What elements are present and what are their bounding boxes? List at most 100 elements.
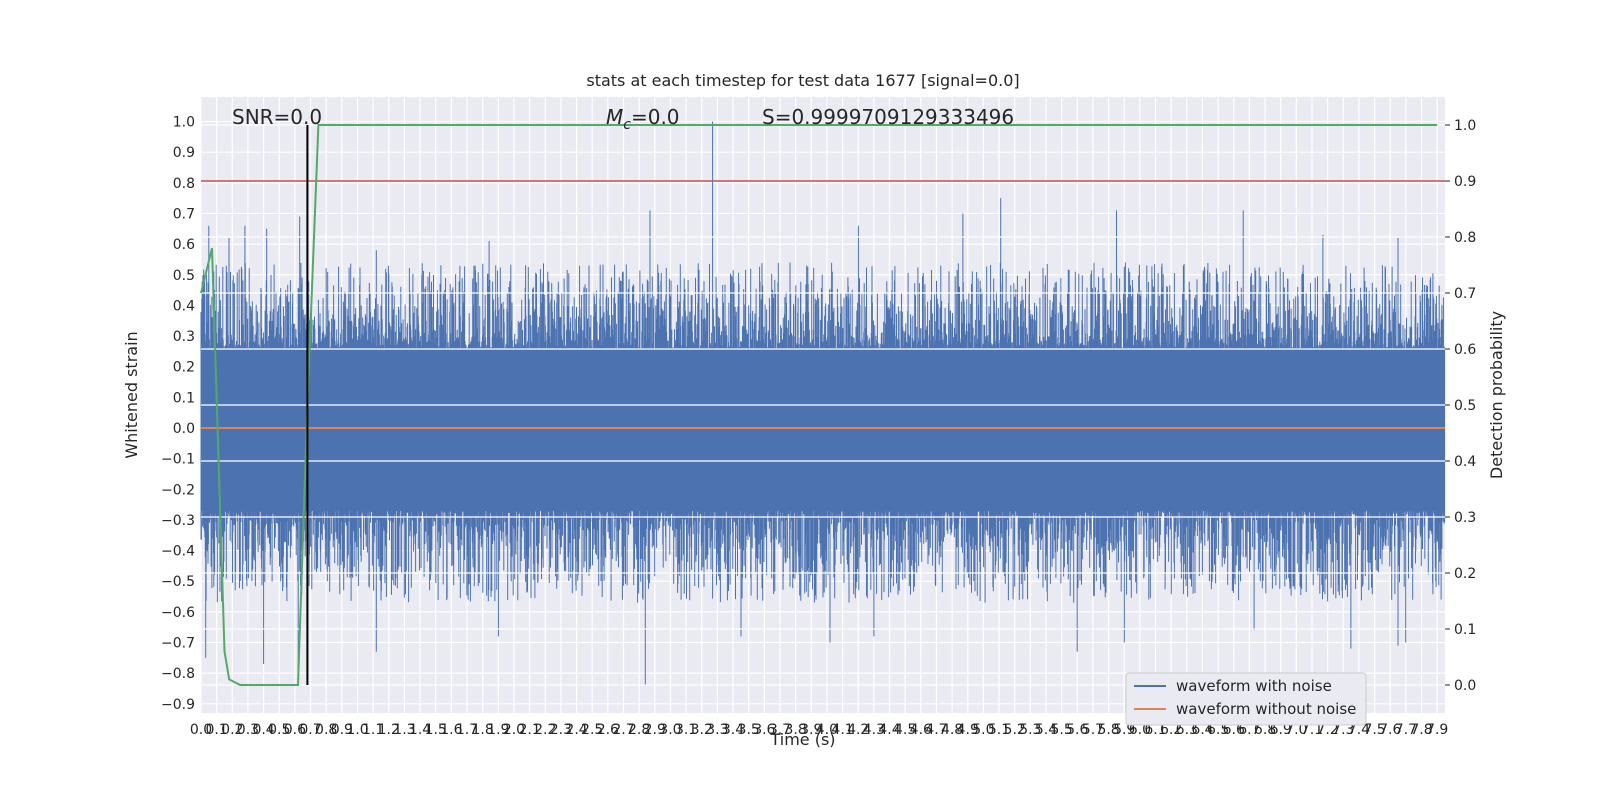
x-tick-label: 5.2 — [1004, 722, 1026, 738]
x-tick-label: 6.8 — [1254, 722, 1276, 738]
x-tick-label: 5.8 — [1097, 722, 1119, 738]
y-tick-label: 0.1 — [173, 390, 195, 406]
x-tick-label: 4.8 — [941, 722, 963, 738]
x-tick-label: 5.6 — [1066, 722, 1088, 738]
x-axis-label: Time (s) — [769, 730, 835, 749]
x-tick-label: 5.7 — [1082, 722, 1104, 738]
y2-tick-label: 1.0 — [1454, 118, 1476, 134]
y-tick-label: −0.6 — [161, 605, 195, 621]
x-tick-label: 1.6 — [440, 722, 462, 738]
x-tick-label: 3.8 — [784, 722, 806, 738]
score-annotation: S=0.9999709129333496 — [762, 105, 1014, 129]
x-tick-label: 4.5 — [894, 722, 916, 738]
x-tick-label: 7.5 — [1363, 722, 1385, 738]
x-tick-label: 3.5 — [738, 722, 760, 738]
series-waveform-with-noise — [200, 121, 1446, 686]
x-tick-label: 4.9 — [957, 722, 979, 738]
y2-axis-label: Detection probability — [1487, 311, 1506, 479]
noise-core — [201, 348, 1445, 511]
legend-label-clean: waveform without noise — [1176, 700, 1356, 718]
y2-tick-label: 0.3 — [1454, 510, 1476, 526]
x-tick-label: 6.7 — [1238, 722, 1260, 738]
x-tick-label: 7.1 — [1301, 722, 1323, 738]
x-tick-label: 0.2 — [221, 722, 243, 738]
y2-tick-label: 0.0 — [1454, 678, 1476, 694]
legend: waveform with noise waveform without noi… — [1125, 672, 1367, 726]
y2-tick-label: 0.9 — [1454, 174, 1476, 190]
x-tick-label: 2.4 — [565, 722, 587, 738]
x-tick-label: 5.4 — [1035, 722, 1057, 738]
x-tick-label: 0.9 — [331, 722, 353, 738]
y-tick-label: −0.4 — [161, 544, 195, 560]
x-tick-label: 3.1 — [675, 722, 697, 738]
x-tick-label: 5.5 — [1050, 722, 1072, 738]
x-tick-label: 2.1 — [518, 722, 540, 738]
x-tick-label: 4.0 — [816, 722, 838, 738]
y2-tick-label: 0.2 — [1454, 566, 1476, 582]
snr-annotation: SNR=0.0 — [232, 105, 322, 129]
y2-tick-label: 0.4 — [1454, 454, 1476, 470]
x-tick-label: 6.5 — [1207, 722, 1229, 738]
x-tick-label: 4.3 — [863, 722, 885, 738]
y-axis-ticks: 1.0 0.9 0.8 0.7 0.6 0.5 0.4 0.3 0.2 0.1 0.0 −0.1 −0.… — [161, 115, 195, 713]
y2-axis-ticks: 1.0 0.9 0.8 0.7 0.6 0.5 0.4 0.3 0.2 0.1 0.0 — [1445, 118, 1476, 694]
y2-tick-label: 0.5 — [1454, 398, 1476, 414]
x-tick-label: 6.0 — [1129, 722, 1151, 738]
x-tick-label: 5.1 — [988, 722, 1010, 738]
x-tick-label: 2.9 — [644, 722, 666, 738]
x-tick-label: 0.8 — [315, 722, 337, 738]
chart-title: stats at each timestep for test data 167… — [586, 71, 1019, 90]
x-tick-label: 4.2 — [847, 722, 869, 738]
y-tick-label: −0.2 — [161, 482, 195, 498]
x-tick-label: 7.6 — [1379, 722, 1401, 738]
y-tick-label: 0.4 — [173, 298, 195, 314]
x-tick-label: 5.9 — [1113, 722, 1135, 738]
x-tick-label: 7.0 — [1285, 722, 1307, 738]
x-tick-label: 3.6 — [753, 722, 775, 738]
y-tick-label: 0.5 — [173, 268, 195, 284]
x-tick-label: 0.4 — [252, 722, 274, 738]
x-tick-label: 0.5 — [268, 722, 290, 738]
x-tick-label: 3.7 — [769, 722, 791, 738]
x-tick-label: 7.8 — [1410, 722, 1432, 738]
y2-tick-label: 0.1 — [1454, 622, 1476, 638]
y-tick-label: −0.5 — [161, 574, 195, 590]
x-tick-label: 2.7 — [612, 722, 634, 738]
x-tick-label: 2.6 — [597, 722, 619, 738]
y-tick-label: 0.8 — [173, 176, 195, 192]
x-tick-label: 7.2 — [1317, 722, 1339, 738]
mc-annotation: Mc=0.0 — [606, 105, 680, 133]
x-tick-label: 2.2 — [534, 722, 556, 738]
series-detection-probability — [200, 124, 1438, 686]
x-tick-label: 4.1 — [831, 722, 853, 738]
y2-tick-label: 0.8 — [1454, 230, 1476, 246]
y2-tick-label: 0.6 — [1454, 342, 1476, 358]
legend-box — [1125, 672, 1367, 726]
x-axis-ticks: 0.00.10.20.30.40.50.60.70.80.91.01.11.21… — [190, 722, 1448, 738]
y-tick-label: 0.6 — [173, 237, 195, 253]
x-tick-label: 2.5 — [581, 722, 603, 738]
x-tick-label: 3.2 — [691, 722, 713, 738]
y-tick-label: −0.3 — [161, 513, 195, 529]
y-tick-label: 0.9 — [173, 145, 195, 161]
x-tick-label: 1.8 — [472, 722, 494, 738]
x-tick-label: 4.7 — [925, 722, 947, 738]
x-tick-label: 7.9 — [1426, 722, 1448, 738]
x-tick-label: 1.2 — [378, 722, 400, 738]
reference-lines — [200, 124, 1445, 686]
y2-tick-label: 0.7 — [1454, 286, 1476, 302]
y-tick-label: 0.2 — [173, 360, 195, 376]
x-tick-label: 0.1 — [206, 722, 228, 738]
x-tick-label: 7.7 — [1395, 722, 1417, 738]
x-tick-label: 3.0 — [659, 722, 681, 738]
x-tick-label: 2.0 — [503, 722, 525, 738]
x-tick-label: 0.0 — [190, 722, 212, 738]
x-tick-label: 5.3 — [1019, 722, 1041, 738]
x-tick-label: 2.8 — [628, 722, 650, 738]
x-tick-label: 6.6 — [1223, 722, 1245, 738]
x-tick-label: 6.2 — [1160, 722, 1182, 738]
x-tick-label: 6.3 — [1176, 722, 1198, 738]
x-tick-label: 6.4 — [1191, 722, 1213, 738]
x-tick-label: 1.1 — [362, 722, 384, 738]
